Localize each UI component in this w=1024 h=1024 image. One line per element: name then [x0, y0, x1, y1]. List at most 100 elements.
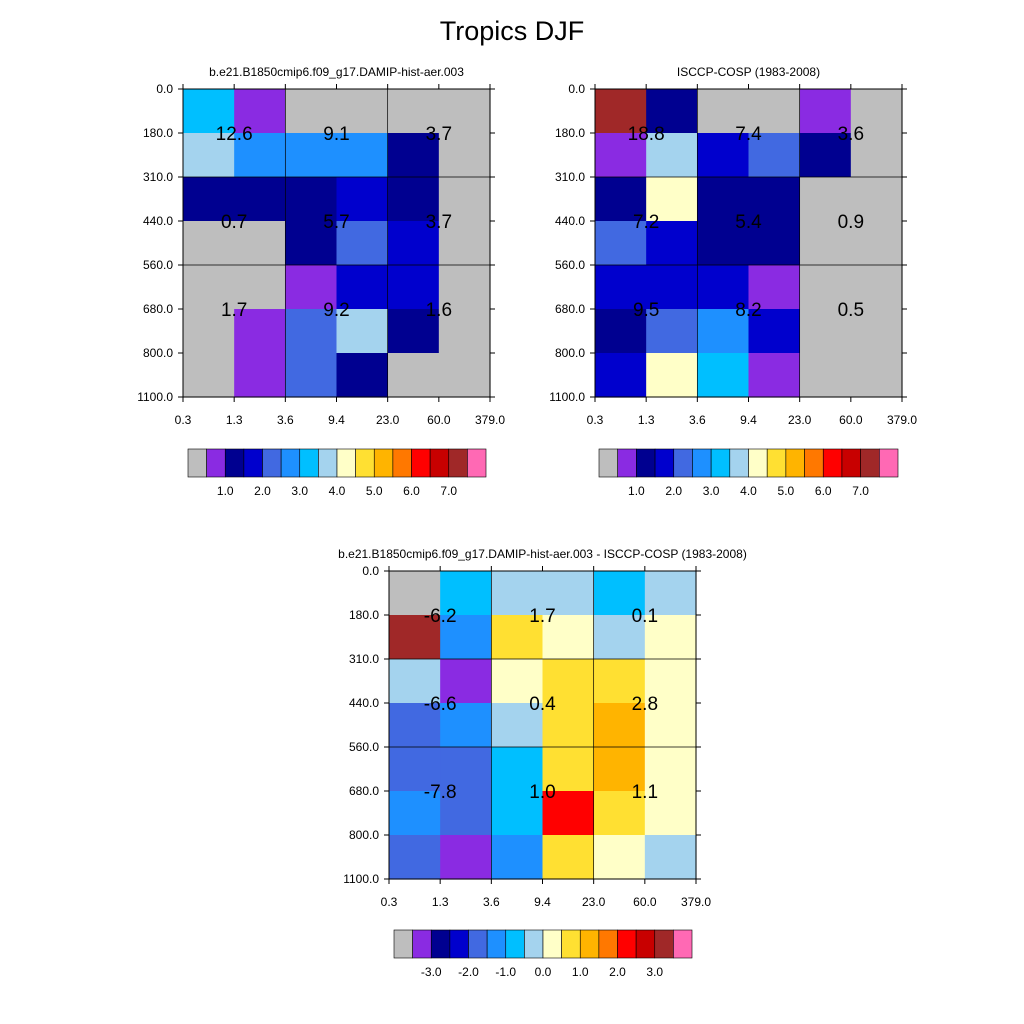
y-tick-label: 180.0 [555, 126, 585, 140]
heatmap-cell [646, 265, 698, 310]
heatmap-cell [440, 703, 492, 748]
heatmap-cell [387, 89, 440, 134]
heatmap-cell [748, 221, 801, 266]
chart-panel-2: ISCCP-COSP (1983-2008) 0.0 180.0 310.0 440.0… [549, 65, 917, 498]
heatmap-cell [389, 703, 441, 748]
heatmap-cell [646, 309, 698, 354]
heatmap-cell [697, 353, 750, 398]
heatmap-cell [183, 177, 235, 222]
x-tick-label: 3.6 [689, 413, 706, 427]
data-label: 1.7 [221, 300, 247, 321]
colorbar-label: 5.0 [778, 484, 795, 498]
heatmap-cell [285, 177, 338, 222]
colorbar-swatch [748, 448, 768, 478]
colorbar-label: 0.0 [535, 965, 552, 979]
heatmap-cell [285, 221, 338, 266]
colorbar-swatch [692, 448, 712, 478]
colorbar-label: 2.0 [254, 484, 271, 498]
colorbar-swatch [206, 448, 226, 478]
colorbar-swatch [636, 448, 656, 478]
y-tick-label: 180.0 [143, 126, 173, 140]
colorbar-label: 3.0 [703, 484, 720, 498]
heatmap-cell [644, 835, 697, 880]
colorbar-swatch [673, 929, 693, 959]
colorbar: -3.0 -2.0 -1.0 0.0 1.0 2.0 3.0 [393, 929, 693, 979]
y-tick-label: 1100.0 [549, 390, 585, 404]
panel-title: b.e21.B1850cmip6.f09_g17.DAMIP-hist-aer.… [209, 65, 464, 79]
colorbar-label: 3.0 [291, 484, 308, 498]
colorbar-swatch [561, 929, 581, 959]
heatmap-cell [438, 89, 491, 134]
data-label: -6.2 [424, 606, 457, 627]
heatmap-cell [491, 659, 544, 704]
chart-panel-1: b.e21.B1850cmip6.f09_g17.DAMIP-hist-aer.… [137, 65, 505, 498]
heatmap-cell [285, 265, 338, 310]
heatmap-cell [387, 133, 440, 178]
colorbar-swatch [318, 448, 338, 478]
colorbar-swatch [429, 448, 450, 478]
heatmap-cell [542, 835, 595, 880]
heatmap-cell [389, 659, 441, 704]
heatmap-cell [646, 177, 698, 222]
data-label: 0.4 [529, 694, 556, 715]
heatmap-cell [285, 353, 338, 398]
heatmap-cell [646, 133, 698, 178]
heatmap-cell [389, 571, 441, 616]
colorbar-label: 2.0 [665, 484, 682, 498]
y-tick-label: 310.0 [555, 170, 585, 184]
heatmap-cell [595, 133, 647, 178]
colorbar-swatch [710, 448, 731, 478]
heatmap-cell [389, 615, 441, 660]
heatmap-cell [542, 615, 595, 660]
y-tick-label: 0.0 [568, 82, 585, 96]
colorbar-label: 6.0 [815, 484, 832, 498]
data-label: 0.7 [221, 212, 247, 233]
colorbar-swatch [804, 448, 824, 478]
heatmap-cell [542, 703, 595, 748]
colorbar-swatch [392, 448, 412, 478]
colorbar-swatch [654, 448, 675, 478]
y-tick-label: 560.0 [143, 258, 173, 272]
colorbar: 1.0 2.0 3.0 4.0 5.0 6.0 7.0 [187, 448, 487, 498]
colorbar-swatch [860, 448, 880, 478]
colorbar-label: -1.0 [495, 965, 516, 979]
heatmap-cell [593, 703, 646, 748]
data-label: 3.7 [426, 124, 452, 145]
data-label: 9.2 [323, 300, 349, 321]
y-tick-label: 800.0 [349, 828, 379, 842]
heatmap-cell [234, 89, 286, 134]
data-label: 3.7 [426, 212, 452, 233]
heatmap-cell [593, 571, 646, 616]
y-tick-label: 310.0 [349, 652, 379, 666]
data-label: 9.5 [633, 300, 659, 321]
y-tick-label: 1100.0 [137, 390, 173, 404]
colorbar-label: 7.0 [440, 484, 457, 498]
data-label: 8.2 [735, 300, 761, 321]
heatmap-cell [183, 133, 235, 178]
colorbar-swatch [430, 929, 451, 959]
x-tick-label: 9.4 [328, 413, 345, 427]
colorbar-swatch [505, 929, 525, 959]
heatmap-cell [440, 571, 492, 616]
heatmap-cell [595, 221, 647, 266]
heatmap-cell [542, 747, 595, 792]
heatmap-cell [438, 133, 491, 178]
heatmap-cell [234, 353, 286, 398]
heatmap-cell [183, 353, 235, 398]
colorbar-swatch [598, 448, 618, 478]
heatmap-cell [440, 747, 492, 792]
heatmap-cell [336, 309, 389, 354]
x-tick-label: 379.0 [887, 413, 917, 427]
data-label: 18.8 [628, 124, 665, 145]
data-label: 5.4 [735, 212, 762, 233]
colorbar-label: 6.0 [403, 484, 420, 498]
x-tick-label: 60.0 [839, 413, 863, 427]
colorbar-swatch [373, 448, 394, 478]
heatmap-cell [440, 659, 492, 704]
heatmap-cell [595, 89, 647, 134]
heatmap-cell [389, 791, 441, 836]
colorbar-label: -3.0 [421, 965, 442, 979]
colorbar-swatch [467, 448, 487, 478]
colorbar-label: 5.0 [366, 484, 383, 498]
heatmap-cell [234, 309, 286, 354]
